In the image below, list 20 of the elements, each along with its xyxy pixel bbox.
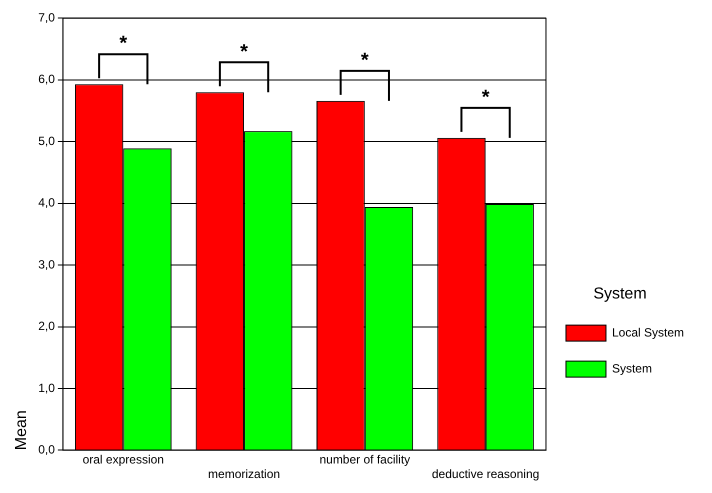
y-tick-label: 2,0 — [38, 319, 56, 334]
x-tick-label: number of facility — [319, 452, 410, 467]
annotation: * — [240, 40, 248, 63]
annotation: * — [360, 49, 369, 72]
y-tick-label: 5,0 — [38, 134, 56, 148]
x-tick-label: oral expression — [82, 452, 164, 467]
y-tick-label: 0,0 — [38, 442, 56, 457]
y-tick-label: 3,0 — [38, 257, 56, 272]
annotation: * — [482, 86, 490, 108]
y-tick-label: 6,0 — [38, 72, 56, 86]
y-tick-label: 4,0 — [38, 196, 56, 210]
legend-label: System — [612, 361, 652, 376]
legend-title: System — [593, 285, 647, 302]
y-tick-label: 1,0 — [38, 380, 56, 395]
annotation: * — [119, 32, 128, 55]
y-axis-title: Mean — [13, 410, 30, 450]
legend-label: Local System — [612, 325, 684, 340]
x-tick-label: deductive reasoning — [432, 467, 540, 482]
x-tick-label: memorization — [208, 467, 280, 482]
y-tick-label: 7,0 — [38, 10, 56, 25]
